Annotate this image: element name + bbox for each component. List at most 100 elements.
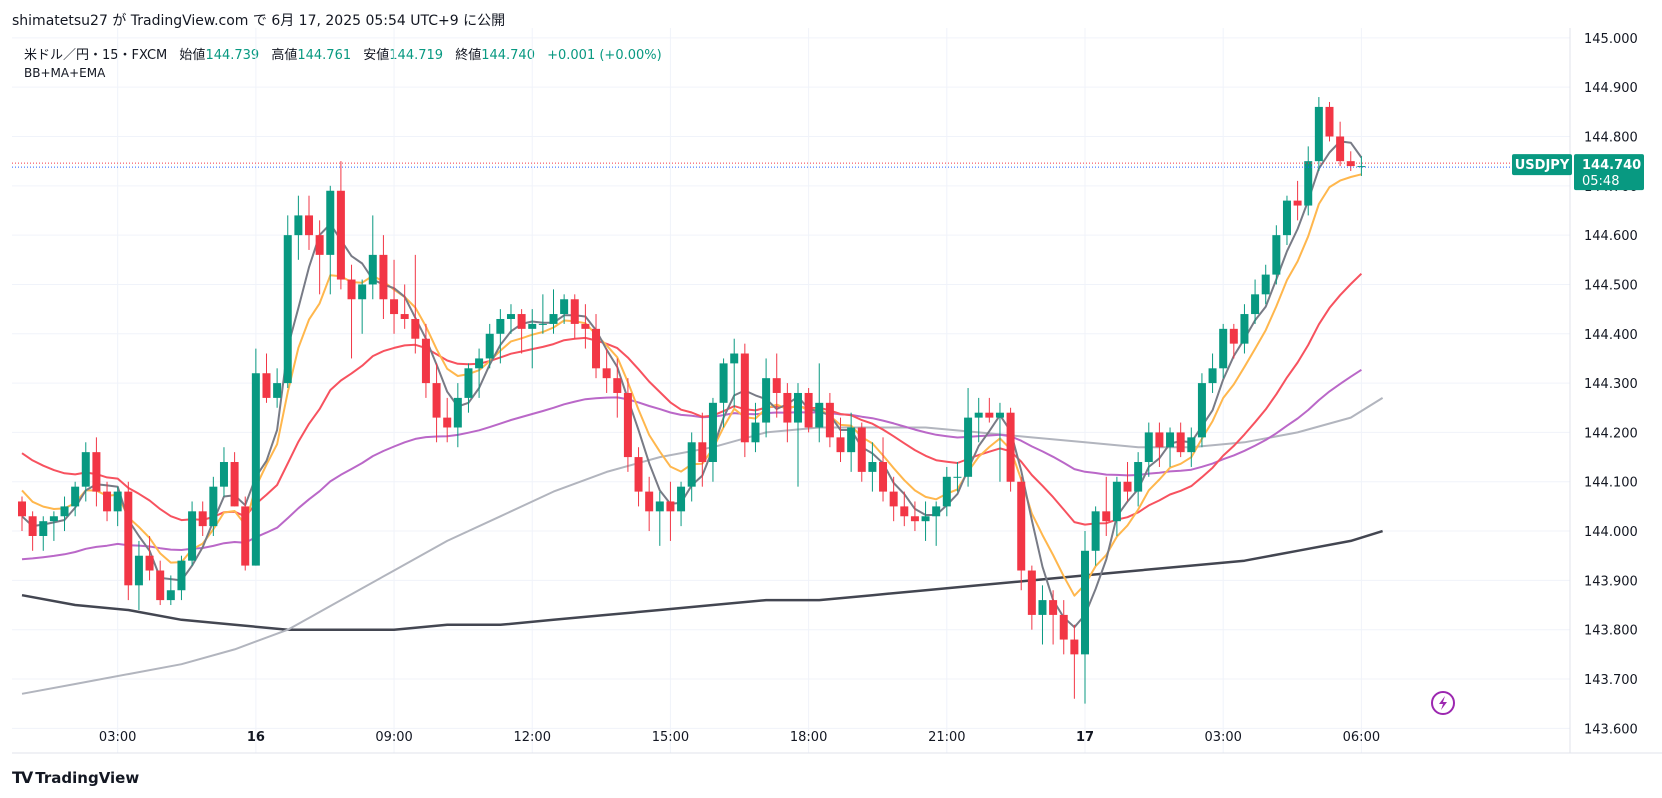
candle: [315, 220, 324, 295]
price-tick-label: 144.100: [1584, 476, 1638, 491]
candle-body: [1123, 481, 1132, 492]
candle: [1219, 323, 1228, 379]
candle-body: [1325, 106, 1334, 137]
time-tick-label: 06:00: [1343, 730, 1380, 745]
candle: [655, 491, 664, 546]
candle-body: [1293, 200, 1302, 206]
candle-body: [825, 402, 834, 438]
candle: [581, 304, 590, 349]
candle: [921, 501, 930, 541]
candle-body: [762, 378, 771, 423]
time-tick-label: 17: [1076, 730, 1094, 745]
candle-body: [1176, 432, 1185, 453]
candle-body: [1251, 294, 1260, 315]
high-label: 高値: [271, 48, 298, 63]
candle: [219, 447, 228, 497]
candle-body: [985, 412, 994, 418]
candle-body: [815, 402, 824, 428]
candle-body: [1017, 481, 1026, 571]
candle: [857, 422, 866, 482]
candle-body: [1038, 600, 1047, 615]
price-tick-label: 144.500: [1584, 278, 1638, 293]
candle-body: [219, 462, 228, 487]
candle: [528, 309, 537, 369]
candle-body: [358, 284, 367, 300]
candle: [71, 481, 80, 517]
candle: [1059, 600, 1068, 655]
candle-body: [315, 235, 324, 255]
candle: [570, 294, 579, 339]
candle: [166, 575, 175, 606]
price-tag: [1574, 154, 1644, 191]
candle-body: [1187, 437, 1196, 453]
candle-body: [868, 462, 877, 472]
candle-body: [113, 491, 122, 512]
candle-body: [528, 323, 537, 329]
candle-body: [305, 215, 314, 236]
candle: [1229, 323, 1238, 359]
candle-body: [974, 412, 983, 418]
candle: [305, 195, 314, 250]
candle: [496, 309, 505, 364]
change-value: +0.001 (+0.00%): [547, 48, 662, 63]
candle: [241, 496, 250, 571]
candle-body: [1134, 462, 1143, 492]
candle-body: [390, 299, 399, 315]
candle-body: [581, 323, 590, 329]
candle: [39, 516, 48, 551]
candle: [49, 511, 58, 541]
price-tick-label: 144.200: [1584, 426, 1638, 441]
platform-name[interactable]: TradingView.com: [130, 13, 249, 29]
candle: [623, 378, 632, 472]
lightning-icon[interactable]: [1431, 691, 1455, 715]
candle-body: [443, 417, 452, 428]
candle-body: [81, 452, 90, 487]
candle-body: [166, 590, 175, 601]
candle: [1251, 279, 1260, 324]
candle: [783, 383, 792, 443]
candle: [910, 501, 919, 532]
candle-body: [1081, 550, 1089, 655]
candle: [698, 412, 707, 487]
symbol-label[interactable]: 米ドル／円・15・FXCM: [24, 48, 168, 63]
candle: [443, 397, 452, 443]
candle-body: [18, 501, 26, 517]
candle: [1336, 121, 1345, 167]
candle: [60, 496, 69, 532]
author-name[interactable]: shimatetsu27: [12, 13, 108, 29]
time-tick-label: 03:00: [99, 730, 136, 745]
symbol-tag: [1512, 154, 1572, 176]
time-tick-label: 09:00: [375, 730, 412, 745]
candle: [762, 358, 771, 438]
candle-body: [900, 506, 909, 517]
time-axis: 03:00 16 09:00 12:00 15:00 18:00 21:00 17 03:00 0…: [99, 730, 1380, 745]
candle: [1049, 590, 1058, 645]
candle: [1346, 151, 1355, 172]
candle: [347, 264, 356, 359]
indicator-label[interactable]: BB+MA+EMA: [24, 66, 106, 80]
price-tick-label: 145.000: [1584, 32, 1638, 47]
last-price-line: [12, 162, 1570, 168]
candle: [103, 481, 112, 522]
candle: [549, 289, 558, 334]
candle-body: [655, 501, 664, 512]
candle-body: [326, 190, 335, 255]
candle: [92, 437, 101, 507]
candle: [708, 397, 717, 482]
candle: [836, 417, 845, 463]
candle-body: [39, 521, 48, 536]
candle: [273, 368, 282, 408]
footer-brand-name[interactable]: TradingView: [35, 768, 140, 787]
candle-body: [1272, 235, 1281, 275]
low-value: 144.719: [389, 48, 444, 63]
candle-body: [1144, 432, 1153, 463]
candle: [804, 388, 813, 433]
candle-body: [1304, 161, 1313, 206]
candle: [900, 491, 909, 527]
candle: [1282, 195, 1291, 246]
candle: [1176, 422, 1185, 458]
candle-body: [421, 338, 430, 384]
candle: [113, 486, 122, 527]
